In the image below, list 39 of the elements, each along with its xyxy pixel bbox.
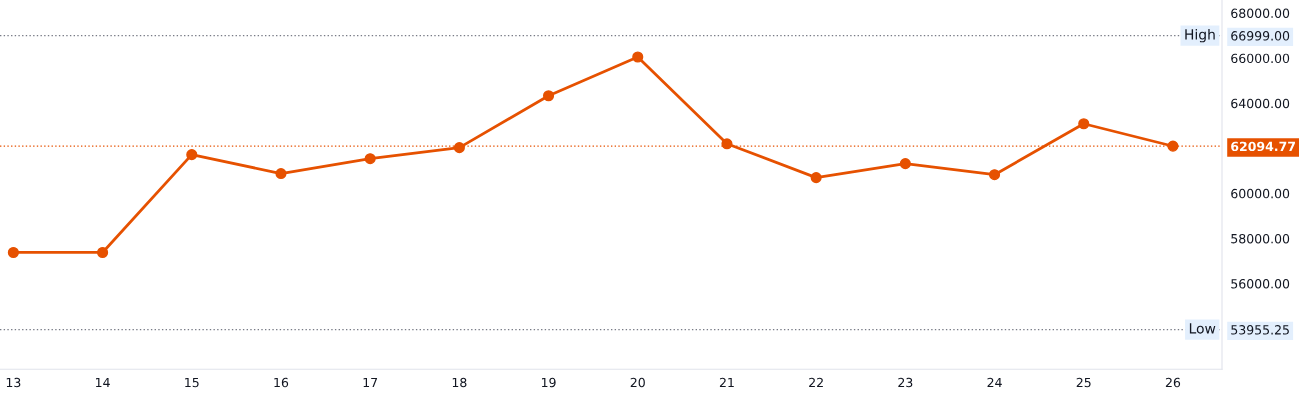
point [632,51,644,63]
y-tick-label: 68000.00 [1231,8,1290,18]
point [364,153,376,165]
x-tick-label: 14 [96,377,110,388]
x-tick-label: 17 [363,377,378,388]
x-tick-label: 20 [630,377,645,388]
y-tick-label: 60000.00 [1231,188,1290,199]
x-tick-label: 18 [452,377,467,388]
x-tick-label: 26 [1165,377,1181,388]
y-tick-label: 64000.00 [1231,98,1290,109]
point [1078,118,1090,130]
x-tick-label: 22 [809,377,823,388]
x-tick-label: 19 [541,377,556,388]
point [543,90,555,102]
point [275,168,287,180]
x-tick-label: 16 [274,377,289,388]
point [810,172,822,184]
x-tick-label: 21 [719,377,734,388]
point [899,158,911,170]
ref-line-label: High [1185,28,1215,43]
point [97,246,109,259]
y-tick-label: 58000.00 [1231,233,1290,244]
point [7,246,19,259]
point [453,142,465,154]
x-tick-label: 24 [987,377,1002,388]
ref-line-label: Low [1189,323,1216,334]
x-tick-label: 23 [898,377,913,388]
y-tick-label: 53955.25 [1231,325,1289,335]
point [721,138,733,150]
point [988,169,1001,181]
y-tick-label: 66999.00 [1231,31,1290,41]
y-tick-label: 62094.77 [1231,141,1295,152]
point [1167,140,1179,152]
x-tick-label: 25 [1076,377,1091,388]
y-tick-label: 66000.00 [1231,53,1290,64]
x-tick-label: 13 [6,377,21,388]
point [186,149,198,161]
y-tick-label: 56000.00 [1231,279,1290,289]
x-tick-label: 15 [185,377,199,388]
